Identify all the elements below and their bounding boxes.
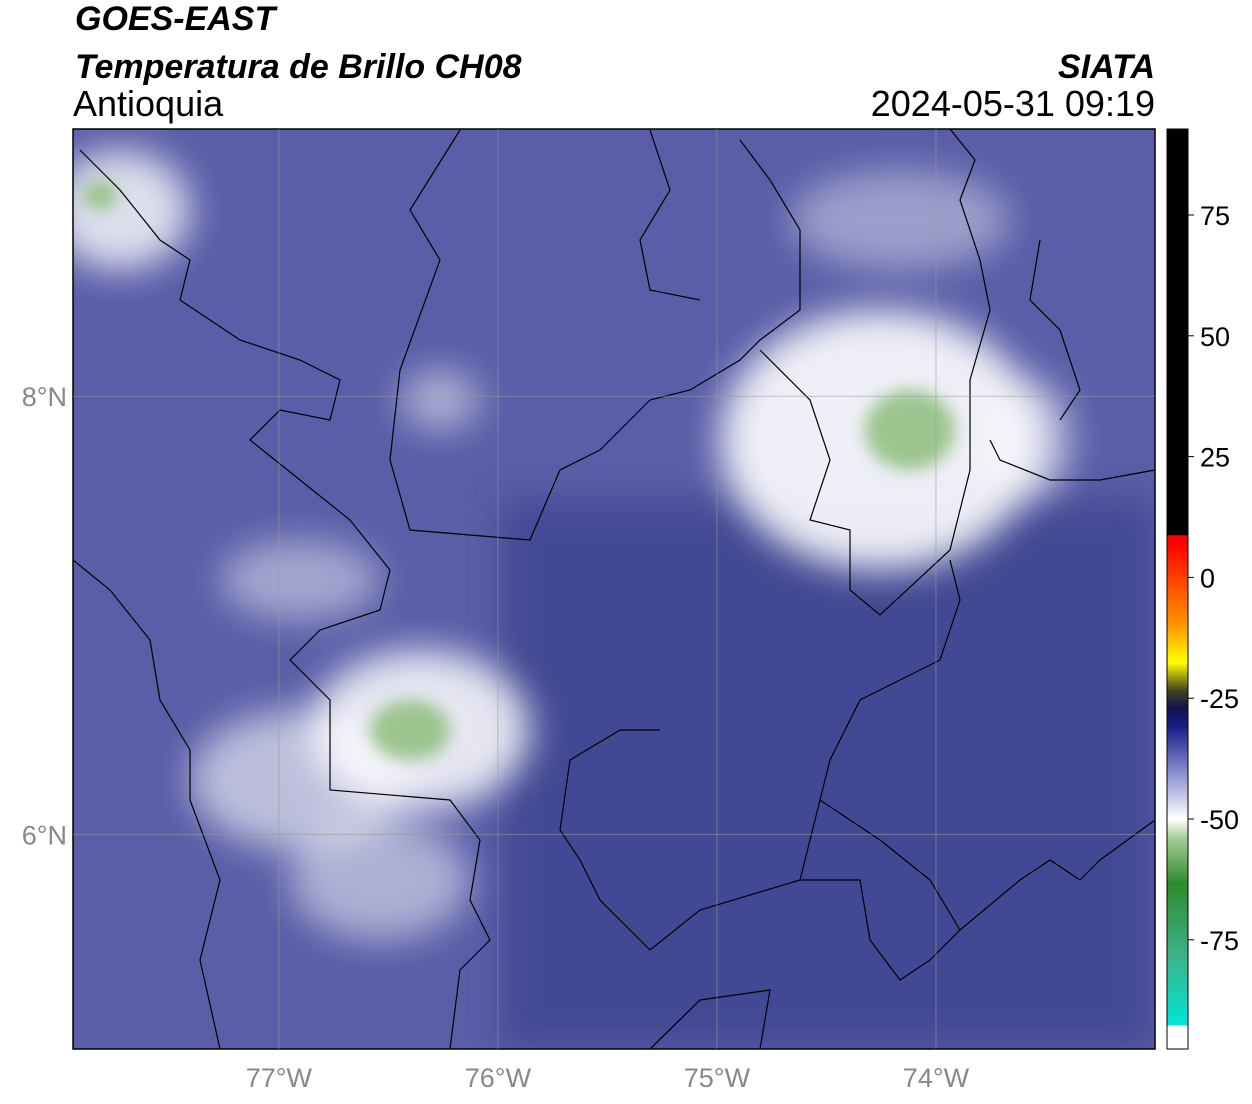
- lon-tick-label: 75°W: [684, 1063, 751, 1093]
- borders: [73, 129, 1155, 1049]
- colorbar-tick-label: 25: [1200, 443, 1230, 473]
- source: SIATA: [1058, 48, 1155, 86]
- colorbar: [1166, 128, 1189, 1050]
- colorbar-tick-label: -50: [1200, 805, 1239, 835]
- colorbar-tick-label: 50: [1200, 322, 1230, 352]
- region: Antioquia: [73, 83, 224, 124]
- timestamp: 2024-05-31 09:19: [871, 83, 1155, 124]
- colorbar-tick-label: -25: [1200, 684, 1239, 714]
- colorbar-tick-label: -75: [1200, 926, 1239, 956]
- satellite-image: [73, 129, 1155, 1049]
- lon-tick-label: 77°W: [246, 1063, 313, 1093]
- subtitle: Temperatura de Brillo CH08: [75, 48, 522, 86]
- colorbar-tick-label: 0: [1200, 563, 1215, 593]
- map-frame: [72, 128, 1156, 1050]
- lon-tick-label: 74°W: [903, 1063, 970, 1093]
- lon-tick-label: 76°W: [465, 1063, 532, 1093]
- lat-tick-label: 8°N: [22, 382, 67, 412]
- lat-tick-label: 6°N: [22, 820, 67, 850]
- title: GOES-EAST: [75, 0, 278, 38]
- colorbar-tick-label: 75: [1200, 201, 1230, 231]
